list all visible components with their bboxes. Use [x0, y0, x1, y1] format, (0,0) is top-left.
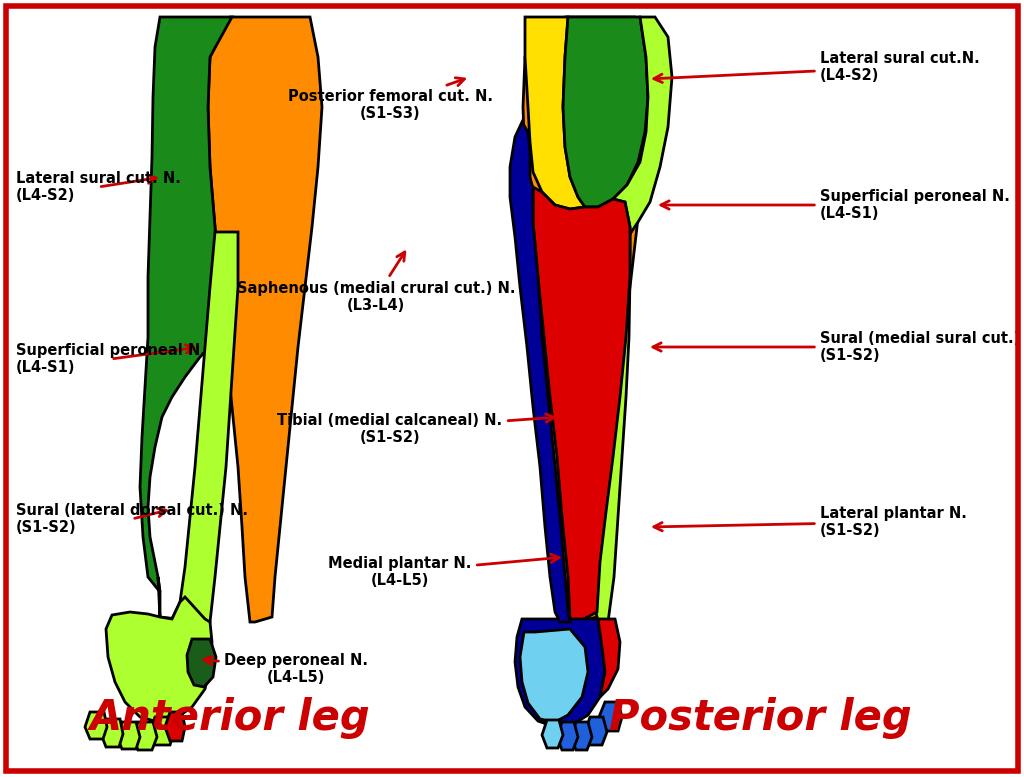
Polygon shape	[106, 597, 212, 722]
Polygon shape	[563, 17, 648, 207]
Polygon shape	[542, 720, 563, 748]
Polygon shape	[520, 629, 588, 722]
Text: Lateral sural cut. N.
(L4-S2): Lateral sural cut. N. (L4-S2)	[16, 171, 181, 204]
Polygon shape	[101, 719, 123, 747]
Polygon shape	[133, 722, 157, 750]
Polygon shape	[571, 722, 592, 750]
Polygon shape	[187, 639, 216, 687]
Polygon shape	[85, 712, 106, 739]
Polygon shape	[525, 17, 585, 209]
Polygon shape	[510, 122, 570, 622]
Text: Sural (medial sural cut.) N.
(S1-S2): Sural (medial sural cut.) N. (S1-S2)	[653, 331, 1024, 363]
Polygon shape	[150, 717, 174, 745]
Polygon shape	[557, 722, 578, 750]
Polygon shape	[165, 712, 185, 741]
Polygon shape	[596, 17, 672, 622]
Text: Saphenous (medial crural cut.) N.
(L3-L4): Saphenous (medial crural cut.) N. (L3-L4…	[237, 252, 515, 313]
Text: Anterior leg: Anterior leg	[90, 697, 371, 739]
Polygon shape	[515, 619, 605, 727]
Text: Superficial peroneal N.
(L4-S1): Superficial peroneal N. (L4-S1)	[16, 343, 206, 375]
Text: Deep peroneal N.
(L4-L5): Deep peroneal N. (L4-L5)	[204, 653, 368, 685]
Polygon shape	[598, 619, 620, 697]
Text: Sural (lateral dorsal cut.) N.
(S1-S2): Sural (lateral dorsal cut.) N. (S1-S2)	[16, 503, 248, 535]
Text: Tibial (medial calcaneal) N.
(S1-S2): Tibial (medial calcaneal) N. (S1-S2)	[278, 413, 554, 445]
Text: Superficial peroneal N.
(L4-S1): Superficial peroneal N. (L4-S1)	[660, 189, 1010, 221]
Text: Medial plantar N.
(L4-L5): Medial plantar N. (L4-L5)	[329, 554, 559, 588]
Polygon shape	[140, 17, 232, 592]
Polygon shape	[208, 17, 322, 622]
Polygon shape	[599, 702, 622, 731]
Polygon shape	[523, 17, 646, 622]
Polygon shape	[117, 722, 140, 749]
Text: Lateral plantar N.
(S1-S2): Lateral plantar N. (S1-S2)	[654, 506, 967, 538]
Polygon shape	[585, 717, 607, 745]
Text: Lateral sural cut.N.
(L4-S2): Lateral sural cut.N. (L4-S2)	[654, 51, 980, 83]
Polygon shape	[158, 232, 238, 622]
Text: Posterior leg: Posterior leg	[608, 697, 911, 739]
Text: Posterior femoral cut. N.
(S1-S3): Posterior femoral cut. N. (S1-S3)	[288, 78, 493, 121]
Polygon shape	[534, 187, 630, 622]
